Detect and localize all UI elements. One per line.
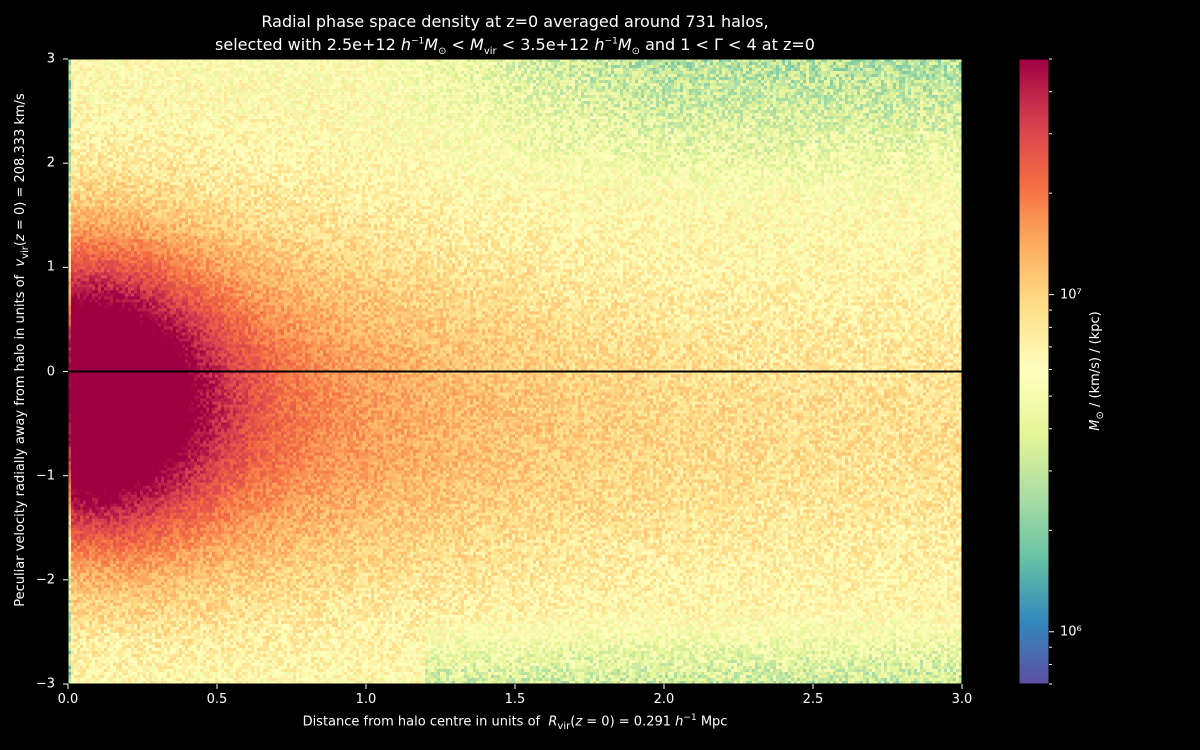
y-axis-label: Peculiar velocity radially away from hal… (13, 93, 31, 606)
x-tick-label: 0.5 (207, 692, 228, 707)
x-tick-label: 1.0 (356, 692, 377, 707)
x-tick-label: 0.0 (58, 692, 79, 707)
y-tick-label: −1 (36, 468, 55, 483)
y-tick-label: 3 (47, 52, 55, 67)
y-tick-label: 2 (47, 156, 55, 171)
y-tick-marks (63, 59, 68, 684)
x-axis-label: Distance from halo centre in units of Rv… (303, 713, 728, 732)
colorbar-tick-label: 10⁷ (1060, 287, 1082, 302)
x-tick-label: 1.5 (505, 692, 526, 707)
y-tick-label: 1 (47, 260, 55, 275)
colorbar-ticks (1049, 59, 1054, 684)
x-tick-label: 2.0 (654, 692, 675, 707)
y-tick-label: −2 (36, 572, 55, 587)
y-tick-label: −3 (36, 677, 55, 692)
x-tick-label: 3.0 (952, 692, 973, 707)
y-tick-label: 0 (47, 364, 55, 379)
x-tick-label: 2.5 (803, 692, 824, 707)
colorbar-tick-label: 10⁶ (1060, 624, 1082, 639)
x-tick-marks (68, 684, 962, 689)
colorbar-label: M⊙ / (km/s) / (kpc) (1088, 311, 1106, 430)
colorbar (1019, 59, 1049, 684)
